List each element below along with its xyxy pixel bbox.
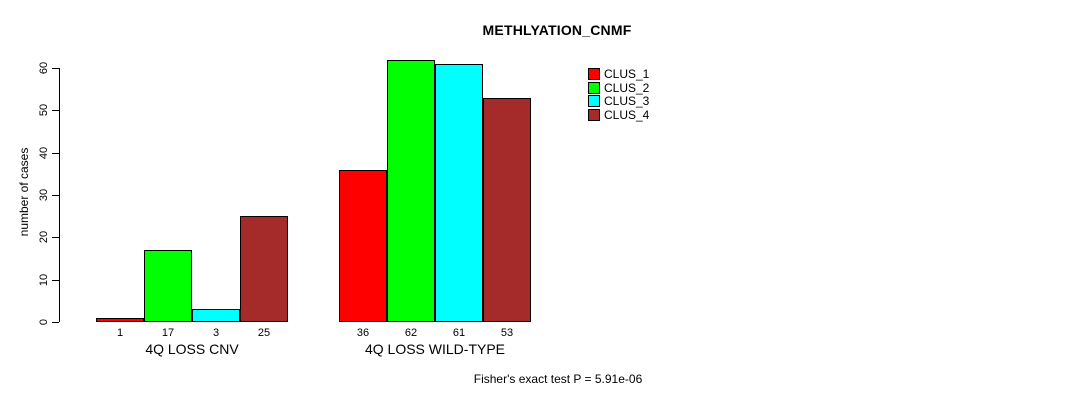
bar-value-label: 61 bbox=[452, 327, 466, 339]
y-axis-line bbox=[59, 68, 60, 322]
bar-clus_1-1 bbox=[96, 318, 144, 322]
bar-value-label: 53 bbox=[500, 327, 514, 339]
y-tick-label: 50 bbox=[38, 103, 50, 117]
legend-swatch-clus_4 bbox=[588, 108, 600, 121]
y-tick-label: 30 bbox=[38, 188, 50, 202]
bar-clus_3-1 bbox=[192, 309, 240, 322]
bar-clus_2-2 bbox=[387, 60, 435, 322]
y-tick-mark bbox=[52, 110, 59, 111]
legend-swatch-clus_1 bbox=[588, 68, 600, 80]
legend-swatch-clus_3 bbox=[588, 95, 600, 107]
bar-value-label: 1 bbox=[116, 327, 124, 339]
legend-label: CLUS_2 bbox=[604, 80, 650, 95]
y-tick-mark bbox=[52, 280, 59, 281]
bar-clus_2-1 bbox=[144, 250, 192, 322]
bar-value-label: 25 bbox=[257, 327, 271, 339]
y-tick-mark bbox=[52, 237, 59, 238]
group-label: 4Q LOSS WILD-TYPE bbox=[364, 341, 506, 357]
legend-label: CLUS_1 bbox=[604, 67, 650, 81]
legend-swatch-clus_2 bbox=[588, 81, 600, 94]
bar-value-label: 36 bbox=[356, 327, 370, 339]
bar-value-label: 17 bbox=[161, 327, 175, 339]
bar-clus_1-2 bbox=[339, 170, 387, 322]
y-axis-title: number of cases bbox=[17, 147, 31, 237]
bar-value-label: 62 bbox=[404, 327, 418, 339]
chart-title: METHLYATION_CNMF bbox=[482, 22, 632, 38]
bar-clus_4-2 bbox=[483, 98, 531, 322]
y-tick-mark bbox=[52, 153, 59, 154]
group-label: 4Q LOSS CNV bbox=[145, 341, 239, 357]
legend-label: CLUS_3 bbox=[604, 94, 650, 108]
y-tick-mark bbox=[52, 68, 59, 69]
bar-value-label: 3 bbox=[212, 327, 220, 339]
y-tick-label: 40 bbox=[38, 146, 50, 160]
y-tick-label: 10 bbox=[38, 273, 50, 287]
y-tick-label: 60 bbox=[38, 61, 50, 75]
y-tick-mark bbox=[52, 195, 59, 196]
y-tick-label: 20 bbox=[38, 230, 50, 244]
caption: Fisher's exact test P = 5.91e-06 bbox=[473, 372, 643, 386]
bar-clus_3-2 bbox=[435, 64, 483, 322]
y-tick-label: 0 bbox=[38, 318, 50, 326]
bar-clus_4-1 bbox=[240, 216, 288, 322]
legend-label: CLUS_4 bbox=[604, 107, 650, 122]
y-tick-mark bbox=[52, 322, 59, 323]
